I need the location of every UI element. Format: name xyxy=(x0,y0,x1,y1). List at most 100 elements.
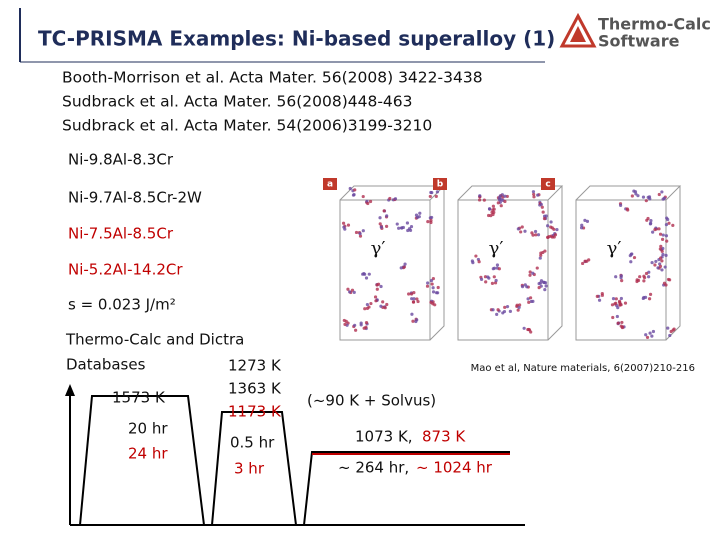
precipitate xyxy=(495,312,499,316)
precipitate xyxy=(412,297,416,301)
precipitate xyxy=(658,232,663,236)
precipitate xyxy=(519,230,523,234)
precipitate xyxy=(434,194,438,198)
precipitate xyxy=(499,204,503,208)
precipitate xyxy=(660,249,664,253)
precipitate xyxy=(397,226,401,230)
precipitate xyxy=(522,326,526,330)
precipitate xyxy=(614,275,618,279)
precipitate xyxy=(361,194,365,199)
phase-label-bg xyxy=(370,238,386,258)
precipitate xyxy=(342,225,346,229)
precipitate xyxy=(538,281,543,285)
precipitate xyxy=(595,294,599,298)
precipitate xyxy=(666,326,670,330)
precipitate xyxy=(408,228,413,232)
precipitate xyxy=(383,306,387,310)
slide-title: TC-PRISMA Examples: Ni-based superalloy … xyxy=(38,27,555,51)
precipitate xyxy=(358,232,362,236)
precipitate xyxy=(361,229,365,233)
precipitate xyxy=(660,268,664,272)
panel-label: c xyxy=(545,180,550,190)
precipitate xyxy=(665,239,669,243)
precipitate xyxy=(376,282,381,286)
precipitate xyxy=(619,303,623,307)
temperature-profile xyxy=(79,395,320,526)
precipitate xyxy=(623,301,628,305)
precipitate xyxy=(358,234,363,238)
temperature: 873 K xyxy=(422,428,466,446)
precipitate xyxy=(654,259,658,264)
precipitate xyxy=(664,283,668,287)
phase-label: γ′ xyxy=(371,238,386,259)
precipitate xyxy=(505,194,509,199)
precipitate xyxy=(543,281,548,285)
precipitate xyxy=(428,194,432,199)
precipitate xyxy=(477,260,481,264)
precipitate xyxy=(365,302,369,307)
precipitate xyxy=(352,193,356,197)
precipitate xyxy=(410,312,414,316)
logo: Thermo-Calc Software xyxy=(559,12,711,51)
precipitate xyxy=(426,220,430,224)
precipitate xyxy=(364,276,369,280)
panel-box xyxy=(457,185,564,341)
precipitate xyxy=(660,237,665,241)
alloy: Ni-7.5Al-8.5Cr xyxy=(68,225,174,243)
precipitate xyxy=(644,271,649,276)
phase-label: γ′ xyxy=(607,238,622,259)
precipitate xyxy=(651,230,655,234)
precipitate xyxy=(650,334,654,338)
precipitate xyxy=(647,275,651,279)
precipitate xyxy=(523,229,527,233)
time: 20 hr xyxy=(128,420,168,438)
precipitate xyxy=(366,201,370,206)
precipitate xyxy=(515,303,519,307)
precipitate xyxy=(544,284,548,288)
precipitate xyxy=(436,285,440,290)
precipitate xyxy=(426,281,430,285)
phase-label: γ′ xyxy=(489,238,504,259)
precipitate xyxy=(518,303,522,307)
panel-label: b xyxy=(437,180,444,190)
precipitate xyxy=(411,300,416,304)
phase-label-bg xyxy=(488,238,504,258)
precipitate xyxy=(664,253,668,257)
precipitate xyxy=(525,285,529,289)
precipitate xyxy=(544,214,548,218)
precipitate xyxy=(610,303,615,307)
precipitate xyxy=(393,197,398,201)
temperature: 1363 K xyxy=(228,380,282,398)
precipitate xyxy=(348,290,352,294)
precipitate xyxy=(385,302,389,307)
precipitate xyxy=(550,226,554,230)
precipitate xyxy=(597,298,602,302)
panel-badge xyxy=(323,178,337,190)
precipitate xyxy=(431,286,435,290)
panel: c γ′ xyxy=(541,178,682,341)
precipitate xyxy=(656,266,660,270)
precipitate xyxy=(671,328,675,332)
precipitate xyxy=(616,321,620,325)
reference: Sudbrack et al. Acta Mater. 56(2008)448-… xyxy=(62,93,413,111)
phase-label-bg xyxy=(606,238,622,258)
precipitate xyxy=(645,218,649,222)
precipitate xyxy=(658,262,662,266)
precipitate xyxy=(491,204,495,208)
precipitate xyxy=(663,265,667,269)
precipitate xyxy=(503,199,507,204)
precipitate xyxy=(534,233,538,237)
precipitate xyxy=(527,300,531,304)
figure: a γ′ b γ′ c γ′ xyxy=(313,170,695,355)
precipitate xyxy=(531,299,535,303)
alloy: Ni-9.8Al-8.3Cr xyxy=(68,151,174,169)
precipitate xyxy=(555,227,559,232)
temperature: 1073 K, xyxy=(355,428,413,446)
reference: Booth-Morrison et al. Acta Mater. 56(200… xyxy=(62,69,483,87)
precipitate xyxy=(429,278,434,283)
precipitate xyxy=(531,190,536,194)
precipitate xyxy=(492,275,496,279)
caption: Mao et al, Nature materials, 6(2007)210-… xyxy=(471,363,695,374)
precipitate xyxy=(486,275,490,279)
precipitate xyxy=(543,288,547,292)
